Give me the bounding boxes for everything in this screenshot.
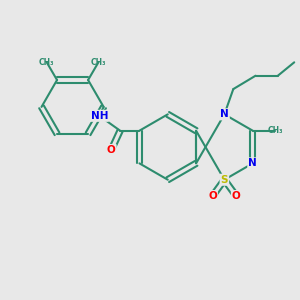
Text: O: O [208, 191, 217, 201]
Text: O: O [232, 191, 241, 201]
Text: S: S [220, 175, 228, 185]
Text: N: N [220, 109, 229, 119]
Text: NH: NH [91, 111, 108, 121]
Text: CH₃: CH₃ [39, 58, 54, 67]
Text: CH₃: CH₃ [91, 58, 106, 67]
Text: O: O [107, 145, 116, 155]
Text: CH₃: CH₃ [267, 126, 283, 135]
Text: N: N [248, 158, 257, 168]
